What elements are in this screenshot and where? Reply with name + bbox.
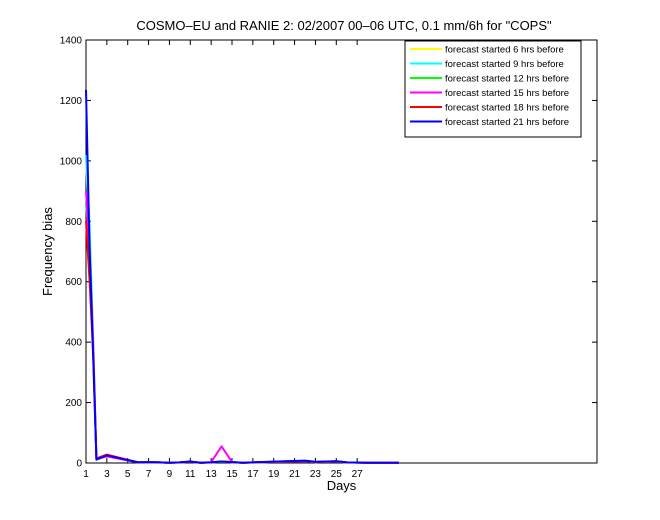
x-tick-label: 21 [289, 469, 301, 480]
x-tick-label: 7 [146, 469, 152, 480]
x-axis-ticks: 1 3 5 7 9 11 13 15 17 19 21 23 25 27 [83, 40, 363, 480]
x-tick-label: 1 [83, 469, 89, 480]
legend-label: forecast started 21 hrs before [445, 117, 569, 128]
y-tick-label: 0 [76, 459, 82, 470]
series-lines [85, 89, 399, 464]
y-axis-ticks: 0 200 400 600 800 1000 1200 1400 [60, 36, 597, 470]
x-tick-label: 19 [268, 469, 280, 480]
x-tick-label: 27 [352, 469, 364, 480]
x-tick-label: 13 [206, 469, 218, 480]
y-tick-label: 1200 [60, 96, 83, 107]
legend-label: forecast started 9 hrs before [445, 59, 564, 70]
legend-label: forecast started 15 hrs before [445, 88, 569, 99]
y-tick-label: 1000 [60, 156, 83, 167]
x-tick-label: 23 [310, 469, 322, 480]
x-axis-label: Days [327, 478, 357, 493]
legend-label: forecast started 6 hrs before [445, 45, 564, 56]
y-tick-label: 400 [65, 338, 82, 349]
chart-title: COSMO–EU and RANIE 2: 02/2007 00–06 UTC,… [136, 18, 552, 33]
x-tick-label: 3 [104, 469, 110, 480]
x-tick-label: 5 [125, 469, 131, 480]
x-tick-label: 11 [185, 469, 196, 480]
y-tick-label: 1400 [60, 36, 83, 47]
legend-entries: forecast started 6 hrs before forecast st… [410, 45, 569, 128]
legend-label: forecast started 12 hrs before [445, 74, 569, 85]
x-tick-label: 17 [247, 469, 259, 480]
legend-label: forecast started 18 hrs before [445, 103, 569, 114]
y-axis-label: Frequency bias [40, 207, 55, 296]
series-line [85, 89, 399, 464]
y-tick-label: 600 [65, 277, 82, 288]
x-tick-label: 15 [226, 469, 238, 480]
x-tick-label: 9 [167, 469, 173, 480]
y-tick-label: 200 [65, 398, 82, 409]
legend: forecast started 6 hrs before forecast st… [404, 40, 582, 138]
x-tick-label: 25 [331, 469, 343, 480]
y-tick-label: 800 [65, 217, 82, 228]
